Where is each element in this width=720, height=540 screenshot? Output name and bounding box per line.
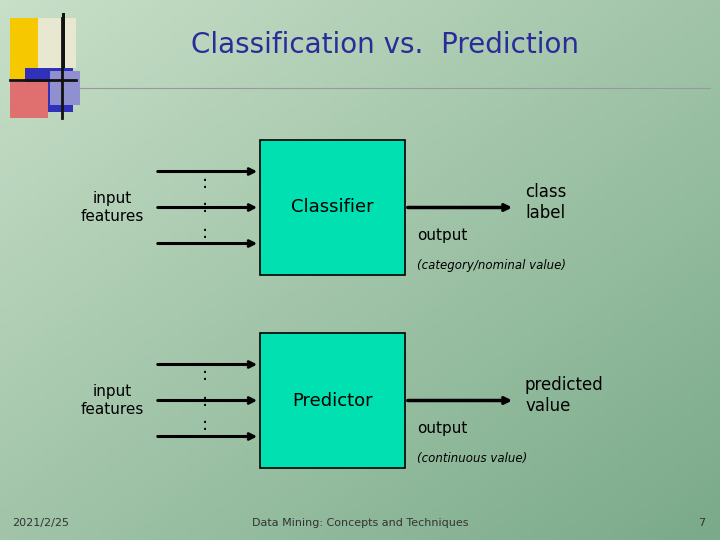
Text: output: output bbox=[417, 228, 467, 243]
Text: input
features: input features bbox=[81, 191, 144, 224]
Text: class
label: class label bbox=[525, 183, 567, 222]
Bar bbox=[10, 82, 48, 118]
Bar bbox=[260, 140, 405, 275]
Text: 7: 7 bbox=[698, 518, 705, 528]
Text: Data Mining: Concepts and Techniques: Data Mining: Concepts and Techniques bbox=[252, 518, 468, 528]
Text: output: output bbox=[417, 421, 467, 436]
Bar bbox=[50, 71, 80, 105]
Bar bbox=[62, 13, 65, 85]
Text: Classification vs.  Prediction: Classification vs. Prediction bbox=[191, 31, 579, 59]
Text: Predictor: Predictor bbox=[292, 392, 373, 409]
Text: (category/nominal value): (category/nominal value) bbox=[417, 259, 566, 272]
Text: (continuous value): (continuous value) bbox=[417, 452, 527, 465]
Text: input
features: input features bbox=[81, 384, 144, 417]
Bar bbox=[10, 18, 65, 80]
Bar bbox=[25, 68, 73, 112]
Text: :
:
:: : : : bbox=[202, 173, 208, 241]
Bar bbox=[38, 18, 76, 68]
Text: :
:
:: : : : bbox=[202, 367, 208, 435]
Text: Classifier: Classifier bbox=[291, 199, 374, 217]
Bar bbox=[260, 333, 405, 468]
Text: predicted
value: predicted value bbox=[525, 376, 604, 415]
Text: 2021/2/25: 2021/2/25 bbox=[12, 518, 69, 528]
